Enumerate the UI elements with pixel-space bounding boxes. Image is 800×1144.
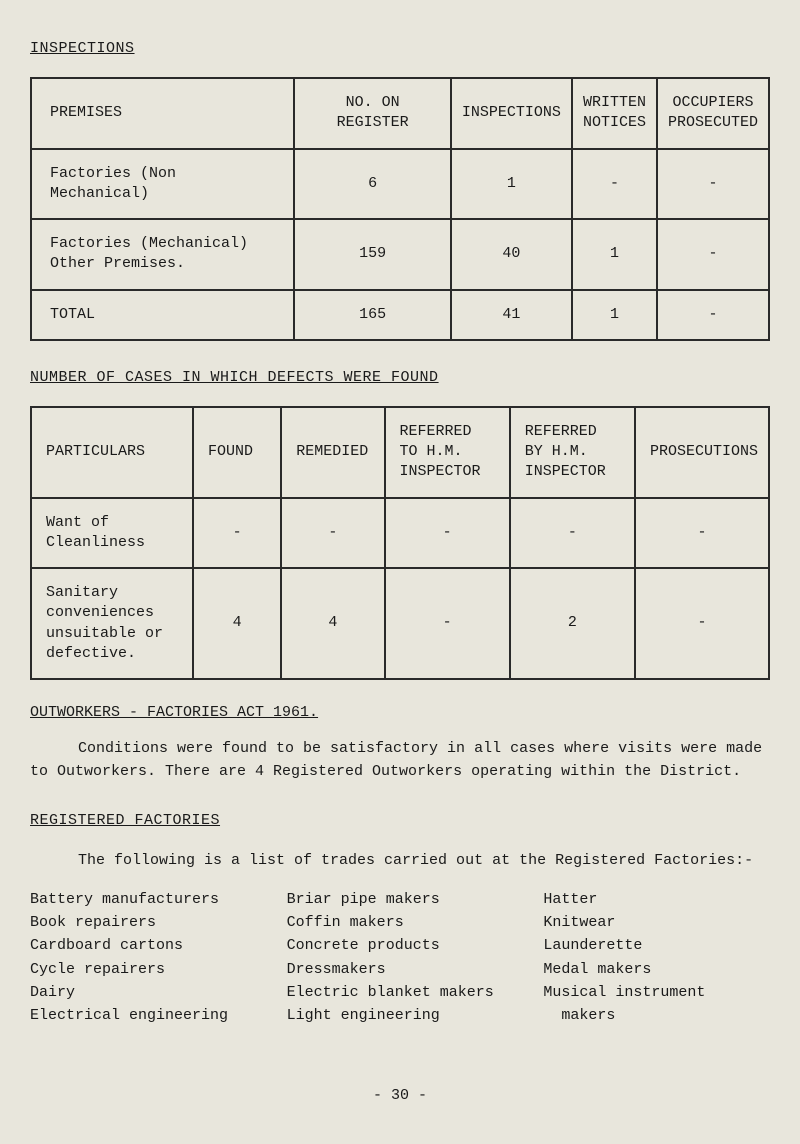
- cell: -: [385, 498, 510, 569]
- trade-item: Medal makers: [543, 958, 770, 981]
- cell: -: [510, 498, 635, 569]
- col-register: NO. ON REGISTER: [294, 78, 451, 149]
- trades-columns: Battery manufacturers Book repairers Car…: [30, 888, 770, 1028]
- table-row: Want of Cleanliness - - - - -: [31, 498, 769, 569]
- cell: -: [572, 149, 657, 220]
- cell: -: [635, 498, 769, 569]
- section-title-defects: NUMBER OF CASES IN WHICH DEFECTS WERE FO…: [30, 369, 770, 386]
- defects-table: PARTICULARS FOUND REMEDIED REFERRED TO H…: [30, 406, 770, 680]
- col-particulars: PARTICULARS: [31, 407, 193, 498]
- trade-item: Electrical engineering: [30, 1004, 257, 1027]
- col-inspections: INSPECTIONS: [451, 78, 572, 149]
- col-remedied: REMEDIED: [281, 407, 384, 498]
- cell: 1: [451, 149, 572, 220]
- trade-item: Briar pipe makers: [287, 888, 514, 911]
- cell: Want of Cleanliness: [31, 498, 193, 569]
- trade-item: Cardboard cartons: [30, 934, 257, 957]
- trade-item: Concrete products: [287, 934, 514, 957]
- trade-item: Dressmakers: [287, 958, 514, 981]
- cell: -: [657, 290, 769, 340]
- cell: 40: [451, 219, 572, 290]
- cell: 159: [294, 219, 451, 290]
- cell: Factories (Mechanical) Other Premises.: [31, 219, 294, 290]
- cell: Sanitary conveniences unsuitable or defe…: [31, 568, 193, 679]
- page-number: - 30 -: [30, 1087, 770, 1104]
- registered-intro-paragraph: The following is a list of trades carrie…: [30, 849, 770, 872]
- table-row: Factories (Mechanical) Other Premises. 1…: [31, 219, 769, 290]
- col-occupiers-prosecuted: OCCUPIERS PROSECUTED: [657, 78, 769, 149]
- trades-col-2: Briar pipe makers Coffin makers Concrete…: [287, 888, 514, 1028]
- cell: -: [385, 568, 510, 679]
- trades-col-3: Hatter Knitwear Launderette Medal makers…: [543, 888, 770, 1028]
- cell: -: [635, 568, 769, 679]
- cell: TOTAL: [31, 290, 294, 340]
- trade-item: Cycle repairers: [30, 958, 257, 981]
- trade-item: Hatter: [543, 888, 770, 911]
- col-referred-by: REFERRED BY H.M. INSPECTOR: [510, 407, 635, 498]
- trade-item: Electric blanket makers: [287, 981, 514, 1004]
- trade-item: Book repairers: [30, 911, 257, 934]
- col-prosecutions: PROSECUTIONS: [635, 407, 769, 498]
- cell: 1: [572, 219, 657, 290]
- table-row: Factories (Non Mechanical) 6 1 - -: [31, 149, 769, 220]
- trade-item: Dairy: [30, 981, 257, 1004]
- trade-item: Musical instrument makers: [543, 981, 770, 1028]
- table-header-row: PREMISES NO. ON REGISTER INSPECTIONS WRI…: [31, 78, 769, 149]
- table-row: Sanitary conveniences unsuitable or defe…: [31, 568, 769, 679]
- cell: -: [657, 149, 769, 220]
- trades-col-1: Battery manufacturers Book repairers Car…: [30, 888, 257, 1028]
- section-title-outworkers: OUTWORKERS - FACTORIES ACT 1961.: [30, 704, 770, 721]
- col-referred-to: REFERRED TO H.M. INSPECTOR: [385, 407, 510, 498]
- trade-item: Light engineering: [287, 1004, 514, 1027]
- inspections-table: PREMISES NO. ON REGISTER INSPECTIONS WRI…: [30, 77, 770, 341]
- cell: -: [193, 498, 281, 569]
- cell: -: [281, 498, 384, 569]
- section-title-registered: REGISTERED FACTORIES: [30, 812, 770, 829]
- col-premises: PREMISES: [31, 78, 294, 149]
- col-found: FOUND: [193, 407, 281, 498]
- cell: 4: [193, 568, 281, 679]
- cell: -: [657, 219, 769, 290]
- section-title-inspections: INSPECTIONS: [30, 40, 770, 57]
- trade-item: Coffin makers: [287, 911, 514, 934]
- trade-item: Launderette: [543, 934, 770, 957]
- cell: 4: [281, 568, 384, 679]
- cell: Factories (Non Mechanical): [31, 149, 294, 220]
- col-written-notices: WRITTEN NOTICES: [572, 78, 657, 149]
- table-header-row: PARTICULARS FOUND REMEDIED REFERRED TO H…: [31, 407, 769, 498]
- trade-item: Knitwear: [543, 911, 770, 934]
- cell: 2: [510, 568, 635, 679]
- outworkers-paragraph: Conditions were found to be satisfactory…: [30, 737, 770, 784]
- table-row-total: TOTAL 165 41 1 -: [31, 290, 769, 340]
- cell: 6: [294, 149, 451, 220]
- trade-item: Battery manufacturers: [30, 888, 257, 911]
- cell: 165: [294, 290, 451, 340]
- cell: 41: [451, 290, 572, 340]
- cell: 1: [572, 290, 657, 340]
